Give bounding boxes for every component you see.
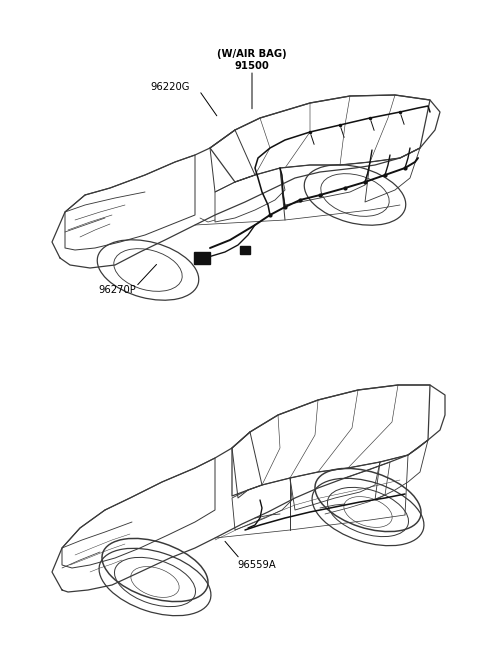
Text: 91500: 91500 bbox=[235, 60, 269, 71]
Text: 96559A: 96559A bbox=[238, 560, 276, 571]
Text: 96270P: 96270P bbox=[99, 285, 136, 295]
Bar bbox=[194, 252, 210, 264]
Text: 96220G: 96220G bbox=[151, 81, 190, 92]
Text: (W/AIR BAG): (W/AIR BAG) bbox=[217, 49, 287, 59]
Bar bbox=[240, 246, 250, 254]
